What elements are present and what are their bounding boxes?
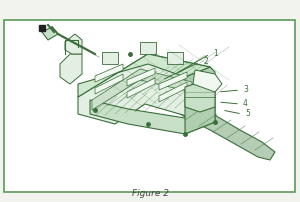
- Polygon shape: [168, 87, 275, 160]
- Text: Figure 2: Figure 2: [131, 189, 169, 198]
- Polygon shape: [90, 100, 215, 134]
- Polygon shape: [102, 52, 118, 64]
- Polygon shape: [140, 42, 156, 54]
- Polygon shape: [60, 54, 82, 84]
- Polygon shape: [159, 82, 187, 102]
- Text: 1: 1: [213, 49, 218, 59]
- Polygon shape: [193, 70, 222, 92]
- Polygon shape: [185, 67, 215, 134]
- Text: 5: 5: [245, 109, 250, 119]
- Polygon shape: [78, 54, 210, 97]
- Polygon shape: [185, 82, 215, 112]
- Polygon shape: [42, 27, 58, 40]
- Polygon shape: [95, 74, 123, 94]
- Polygon shape: [65, 34, 82, 54]
- Polygon shape: [78, 54, 210, 124]
- Polygon shape: [167, 52, 183, 64]
- FancyBboxPatch shape: [4, 20, 295, 192]
- Polygon shape: [159, 72, 187, 90]
- Polygon shape: [127, 78, 155, 98]
- Text: 4: 4: [243, 100, 248, 108]
- Text: 2: 2: [203, 58, 208, 66]
- Polygon shape: [92, 69, 192, 110]
- Text: 3: 3: [243, 85, 248, 95]
- Polygon shape: [95, 64, 123, 82]
- Polygon shape: [127, 68, 155, 86]
